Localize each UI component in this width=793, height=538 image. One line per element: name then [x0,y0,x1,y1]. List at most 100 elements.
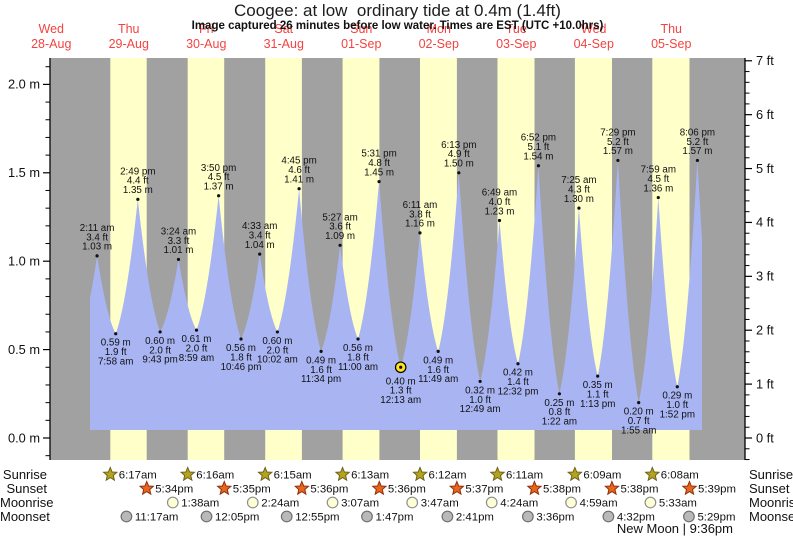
low-tide-annotation: 0.56 m 1.8 ft 11:00 am [338,337,378,373]
day-name-label: Wed [39,22,65,36]
moonrise-circle-icon [166,496,179,509]
low-tide-annotation: 0.61 m 2.0 ft 8:59 am [179,328,214,364]
y-axis-tick-label: 1 ft [756,376,774,391]
y-axis-tick-label: 4 ft [756,215,774,230]
tide-dot [516,362,520,366]
high-tide-annotation: 7:29 pm 5.2 ft 1.57 m [600,127,636,163]
tide-annotation-text: 0.49 m 1.6 ft 11:49 am [418,355,458,385]
tide-annotation-text: 0.56 m 1.8 ft 11:00 am [338,343,378,373]
tide-annotation-text: 0.29 m 1.0 ft 1:52 pm [660,391,695,421]
day-date-label: 04-Sep [574,37,614,51]
moonset-circle-icon [683,510,695,523]
tide-dot [217,194,221,198]
sun-moon-time-label: 5:29pm [697,512,735,524]
moonset-circle-icon [602,510,615,523]
high-tide-annotation: 4:45 pm 4.6 ft 1.41 m [281,156,317,191]
moonset-circle-icon [280,510,293,523]
tide-dot [675,385,679,389]
tide-annotation-text: 0.59 m 1.9 ft 7:58 am [98,338,133,368]
sun-moon-time-label: 5:33am [659,498,697,510]
day-date-label: 28-Aug [31,37,71,51]
low-tide-annotation: 0.49 m 1.6 ft 11:49 am [418,349,458,385]
moonrise-circle-icon [565,496,577,509]
moonset-circle-icon [441,510,454,523]
tide-dot [418,231,422,235]
tide-annotation-text: 5:31 pm 4.8 ft 1.45 m [361,149,396,179]
low-tide-annotation: 0.49 m 1.6 ft 11:34 pm [301,349,341,385]
tide-dot [258,252,262,256]
high-tide-annotation: 3:50 pm 4.5 ft 1.37 m [201,163,236,198]
tide-dot [114,332,118,336]
moonrise-circle-icon [326,496,339,509]
day-name-label: Mon [427,22,451,36]
high-tide-annotation: 6:52 pm 5.1 ft 1.54 m [521,133,556,168]
y-axis-tick-label: 0 ft [756,430,774,445]
sun-moon-time-label: 5:38pm [543,484,581,496]
tide-curve [90,160,702,430]
sunrise-star-icon [257,466,274,482]
y-axis-tick-label: 2.0 m [8,77,40,92]
y-axis-tick-label: 7 ft [756,53,774,68]
sunset-row-label-right: Sunset [749,481,790,496]
low-tide-annotation: 0.40 m 1.3 ft 12:13 am [380,361,421,406]
y-axis-tick-label: 3 ft [756,269,774,284]
sun-moon-time-label: 3:47am [421,498,459,510]
tide-dot [158,330,162,334]
sun-moon-time-label: 5:36pm [310,484,348,496]
high-tide-annotation: 2:11 am 3.4 ft 1.03 m [80,223,115,258]
sunrise-star-icon [489,466,506,482]
low-tide-annotation: 0.56 m 1.8 ft 10:46 pm [221,337,261,373]
sun-moon-time-label: 6:09am [583,470,621,482]
y-axis-tick-label: 1.5 m [8,165,40,180]
sun-moon-time-label: 1:38am [181,498,219,510]
day-name-label: Thu [660,22,682,36]
day-date-label: 31-Aug [264,37,304,51]
tide-dot [356,337,360,341]
tide-dot [695,158,700,163]
high-tide-annotation: 3:24 am 3.3 ft 1.01 m [161,226,196,262]
y-axis-tick-label: 0.5 m [8,342,40,357]
moonrise-circle-icon [485,496,498,509]
tide-annotation-text: 4:45 pm 4.6 ft 1.41 m [281,156,316,186]
tide-annotation-text: 4:33 am 3.4 ft 1.04 m [242,221,277,251]
tide-annotation-text: 0.25 m 0.8 ft 1:22 am [542,398,577,428]
sunset-row-label-left: Sunset [6,481,47,496]
tide-annotation-text: 3:24 am 3.3 ft 1.01 m [161,226,196,256]
sun-moon-time-label: 2:41pm [456,512,494,524]
sunset-star-icon [371,480,388,496]
tide-annotation-text: 2:49 pm 4.4 ft 1.35 m [120,166,155,196]
sunrise-star-icon [334,466,351,482]
new-moon-note: New Moon | 9:36pm [616,521,733,536]
sun-moon-time-label: 6:17am [119,470,157,482]
tide-dot [338,243,342,247]
y-axis-tick-label: 0.0 m [8,430,40,445]
moonrise-circle-icon [246,496,259,509]
moonset-circle-icon [521,510,534,523]
tide-annotation-text: 0.61 m 2.0 ft 8:59 am [179,334,214,364]
sun-moon-time-label: 5:37pm [465,484,503,496]
high-tide-annotation: 7:25 am 4.3 ft 1.30 m [561,175,597,210]
sun-moon-time-label: 6:15am [274,470,312,482]
tide-annotation-text: 2:11 am 3.4 ft 1.03 m [80,223,115,253]
tide-annotation-text: 0.40 m 1.3 ft 12:13 am [380,376,421,406]
tide-annotation-text: 0.49 m 1.6 ft 11:34 pm [301,355,341,385]
tide-annotation-text: 0.35 m 1.1 ft 1:13 pm [580,380,615,410]
chart-title: Coogee: at low ordinary tide at 0.4m (1.… [234,1,561,20]
tide-dot [478,379,482,384]
sunrise-star-icon [566,466,583,482]
sun-moon-time-label: 11:17am [135,512,178,524]
tide-dot [457,171,461,175]
low-tide-annotation: 0.32 m 1.0 ft 12:49 am [460,379,501,415]
y-axis-tick-label: 2 ft [756,323,774,338]
sun-moon-time-label: 6:12am [429,470,467,482]
tide-dot [596,374,600,378]
moonrise-circle-icon [644,496,657,509]
low-tide-annotation: 0.20 m 0.7 ft 1:55 am [621,401,656,436]
sunset-star-icon [526,480,543,496]
sun-moon-time-label: 4:59am [580,498,618,510]
y-axis-tick-label: 1.0 m [8,254,40,269]
tide-annotation-text: 0.60 m 2.0 ft 10:02 am [257,336,298,366]
low-tide-annotation: 0.29 m 1.0 ft 1:52 pm [660,385,695,421]
moonset-circle-icon [361,510,373,523]
